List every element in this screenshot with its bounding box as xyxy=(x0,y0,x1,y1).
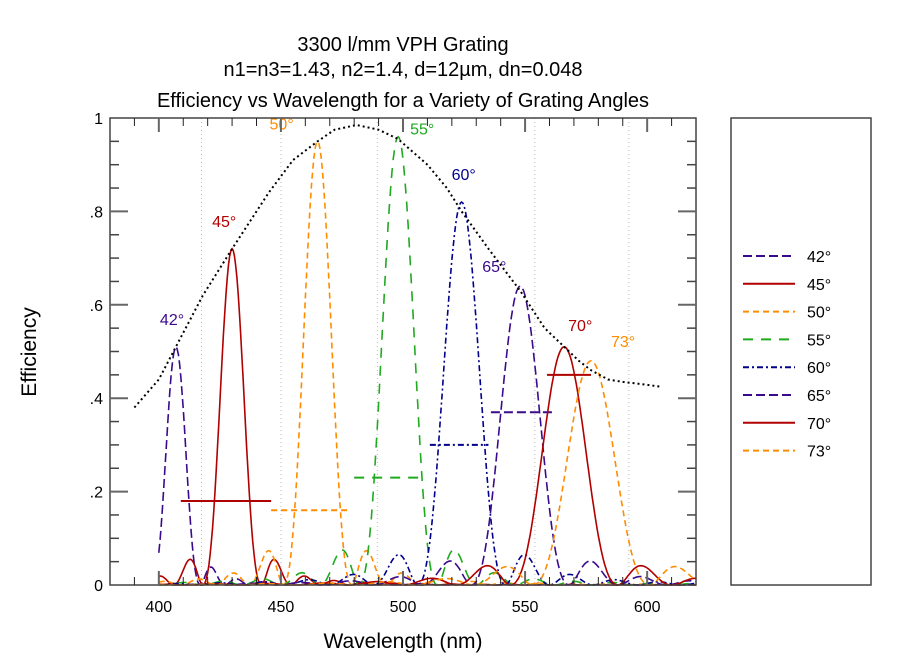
x-tick-label: 450 xyxy=(268,599,295,616)
peak-annotation-1: 45° xyxy=(212,214,236,231)
legend-label-6: 70° xyxy=(807,416,831,433)
peak-annotations: 42°45°50°55°60°65°70°73° xyxy=(160,116,635,350)
y-tick-label: 1 xyxy=(94,111,103,128)
legend-label-3: 55° xyxy=(807,332,831,349)
legend-label-2: 50° xyxy=(807,305,831,322)
series-line-4 xyxy=(158,201,697,586)
y-axis-title: Efficiency xyxy=(18,307,41,397)
x-tick-label: 600 xyxy=(634,599,661,616)
legend-label-7: 73° xyxy=(807,444,831,461)
y-tick-label: .4 xyxy=(90,391,103,408)
y-tick-labels: 0 .2 .4 .6 .8 1 xyxy=(90,111,103,595)
legend-label-4: 60° xyxy=(807,360,831,377)
legend-label-0: 42° xyxy=(807,249,831,266)
series-line-3 xyxy=(158,135,697,586)
peak-annotation-4: 60° xyxy=(452,167,476,184)
plot-frame xyxy=(109,117,697,586)
peak-annotation-5: 65° xyxy=(482,259,506,276)
legend: 42° 45° 50° 55° 60° 65° 70° 73° xyxy=(743,249,831,461)
series-line-2 xyxy=(158,139,696,586)
legend-box xyxy=(730,117,872,586)
x-tick-labels: 400 450 500 550 600 xyxy=(145,599,660,616)
series-lines xyxy=(158,135,697,586)
peak-annotation-0: 42° xyxy=(160,312,184,329)
x-tick-label: 500 xyxy=(390,599,417,616)
bandwidth-lines xyxy=(180,373,592,512)
y-tick-label: .2 xyxy=(90,485,103,502)
chart-subtitle: n1=n3=1.43, n2=1.4, d=12µm, dn=0.048 xyxy=(223,59,582,81)
peak-annotation-7: 73° xyxy=(611,334,635,351)
y-tick-label: .8 xyxy=(90,204,103,221)
x-tick-label: 550 xyxy=(512,599,539,616)
x-axis-title: Wavelength (nm) xyxy=(323,630,482,653)
peak-annotation-3: 55° xyxy=(410,122,434,139)
chart-subtitle-2: Efficiency vs Wavelength for a Variety o… xyxy=(157,90,649,112)
y-tick-label: .6 xyxy=(90,298,103,315)
y-tick-label: 0 xyxy=(94,578,103,595)
series-line-5 xyxy=(158,285,697,586)
axis-ticks xyxy=(110,118,696,585)
legend-label-5: 65° xyxy=(807,388,831,405)
legend-label-1: 45° xyxy=(807,277,831,294)
series-line-1 xyxy=(158,247,696,586)
efficiency-envelope xyxy=(133,123,660,409)
chart-title: 3300 l/mm VPH Grating xyxy=(297,34,508,56)
peak-annotation-6: 70° xyxy=(568,318,592,335)
x-tick-label: 400 xyxy=(145,599,172,616)
